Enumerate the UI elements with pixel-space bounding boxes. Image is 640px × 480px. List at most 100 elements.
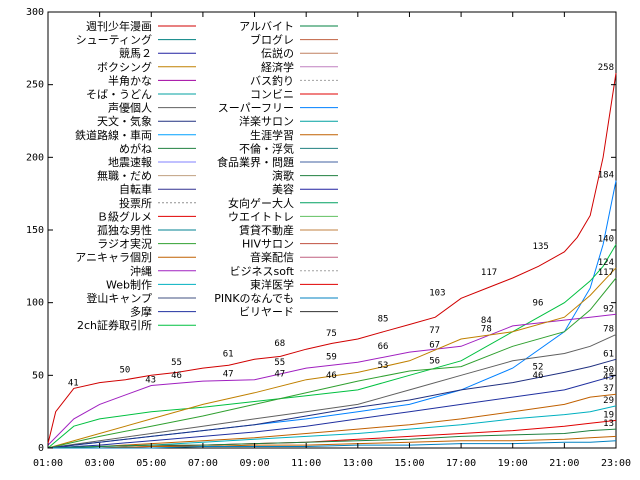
series-line (47, 267, 617, 449)
data-label: 53 (378, 361, 389, 371)
data-label: 61 (603, 349, 614, 359)
x-tick-label: 05:00 (136, 458, 166, 469)
x-tick-label: 17:00 (446, 458, 476, 469)
data-label: 103 (429, 288, 445, 298)
y-tick-label: 300 (26, 7, 44, 18)
legend-label: 経済学 (261, 60, 294, 74)
legend-label: 東洋医学 (250, 277, 294, 291)
legend-label: 半角かな (108, 73, 152, 87)
data-label: 47 (274, 370, 285, 380)
data-label: 45 (603, 373, 614, 383)
legend-label: 声優個人 (108, 101, 152, 115)
legend-label: 食品業界・問題 (217, 155, 294, 169)
legend-label: バス釣り (250, 73, 294, 87)
legend-label: 週刊少年漫画 (86, 19, 152, 33)
data-label: 46 (326, 371, 337, 381)
series-line (47, 374, 617, 449)
data-label: 96 (533, 298, 544, 308)
legend-label: コンビニ (250, 88, 294, 101)
legend-label: アルバイト (239, 20, 294, 33)
legend-label: 洋楽サロン (239, 114, 294, 128)
legend-label: ラジオ実況 (97, 237, 152, 251)
data-label: 124 (598, 258, 614, 268)
data-label: 77 (429, 326, 440, 336)
legend-label: シューティング (76, 33, 152, 47)
data-label: 78 (481, 325, 492, 335)
legend-label: スーパーフリー (218, 102, 294, 115)
data-label: 55 (171, 358, 182, 368)
series-line (47, 244, 617, 449)
data-label: 47 (223, 370, 234, 380)
series-line (47, 72, 617, 444)
legend-label: 競馬２ (119, 46, 152, 60)
legend-label: 音楽配信 (250, 250, 294, 264)
legend-label: 地震速報 (108, 156, 152, 169)
data-label: 19 (603, 410, 614, 420)
x-tick-label: 07:00 (188, 458, 218, 469)
y-tick-label: 100 (26, 298, 44, 309)
x-tick-label: 09:00 (239, 458, 269, 469)
legend-label: Ｂ級グルメ (97, 209, 152, 223)
legend-label: 不倫・浮気 (239, 141, 294, 155)
data-label: 55 (274, 358, 285, 368)
data-label: 46 (171, 371, 182, 381)
data-label: 46 (533, 371, 544, 381)
legend-label: Web制作 (106, 278, 152, 291)
legend-label: HIVサロン (242, 238, 294, 251)
data-label: 50 (603, 365, 614, 375)
legend-label: 伝説の (261, 46, 294, 60)
data-label: 29 (603, 396, 614, 406)
y-tick-label: 250 (26, 80, 44, 91)
x-tick-label: 19:00 (498, 458, 528, 469)
x-tick-label: 23:00 (601, 458, 631, 469)
data-label: 184 (598, 171, 614, 181)
data-label: 52 (533, 362, 544, 372)
x-tick-label: 13:00 (343, 458, 373, 469)
legend-label: そば・うどん (86, 88, 152, 101)
data-label: 59 (326, 352, 337, 362)
data-label: 92 (603, 304, 614, 314)
series-line (47, 358, 617, 449)
y-tick-label: 50 (32, 370, 44, 381)
legend-label: ボクシング (97, 60, 152, 74)
data-label: 84 (481, 316, 492, 326)
data-label: 13 (603, 419, 614, 429)
data-label: 135 (533, 242, 549, 252)
legend-label: アニキャラ個別 (75, 251, 152, 264)
series-line (47, 334, 617, 449)
x-tick-label: 15:00 (394, 458, 424, 469)
data-label: 56 (429, 357, 440, 367)
legend-label: 無職・だめ (97, 169, 152, 183)
y-tick-label: 150 (26, 225, 44, 236)
legend-label: 沖縄 (130, 264, 152, 278)
legend-label: 演歌 (272, 169, 294, 183)
legend-label: めがね (119, 141, 152, 155)
data-label: 37 (603, 384, 614, 394)
legend-label: 孤独な男性 (97, 223, 152, 237)
x-tick-label: 01:00 (33, 458, 63, 469)
legend-label: ビジネスsoft (230, 265, 295, 278)
y-tick-label: 200 (26, 152, 44, 163)
y-tick-label: 0 (38, 443, 44, 454)
data-label: 117 (481, 268, 497, 278)
data-label: 61 (223, 349, 234, 359)
legend-label: 賃貸不動産 (239, 223, 294, 237)
series-line (47, 277, 617, 449)
data-label: 67 (429, 341, 440, 351)
legend-label: ブログレ (250, 33, 294, 47)
legend-label: 天文・気象 (97, 114, 152, 128)
data-label: 75 (326, 329, 337, 339)
legend-label: 投票所 (119, 196, 152, 210)
x-tick-label: 21:00 (549, 458, 579, 469)
data-label: 258 (598, 63, 614, 73)
data-label: 117 (598, 268, 614, 278)
legend-label: PINKのなんでも (214, 292, 294, 305)
legend-label: 登山キャンプ (86, 291, 152, 305)
legend-label: ウエイトトレ (228, 210, 294, 223)
data-label: 66 (378, 342, 389, 352)
x-tick-label: 11:00 (291, 458, 321, 469)
legend-label: 美容 (272, 182, 294, 196)
legend-label: 鉄道路線・車両 (75, 128, 152, 142)
